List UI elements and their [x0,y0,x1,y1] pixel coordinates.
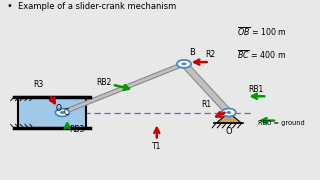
Polygon shape [216,112,242,123]
Text: R1: R1 [202,100,212,109]
Circle shape [226,111,231,114]
Text: RB0 = ground: RB0 = ground [258,120,304,126]
Circle shape [60,111,65,114]
Text: RB1: RB1 [248,85,263,94]
Text: O: O [56,104,62,113]
Circle shape [55,109,69,116]
Text: Example of a slider-crank mechanism: Example of a slider-crank mechanism [18,2,176,11]
Text: $\overline{BC}$ = 400 m: $\overline{BC}$ = 400 m [237,48,286,61]
Text: O: O [226,127,232,136]
Text: $\overline{OB}$ = 100 m: $\overline{OB}$ = 100 m [237,25,286,38]
Text: C: C [64,108,69,117]
Polygon shape [60,62,186,114]
Circle shape [177,60,191,68]
Text: R3: R3 [34,80,44,89]
Text: T1: T1 [152,142,161,151]
Text: RB2: RB2 [96,78,111,87]
Text: B: B [189,48,195,57]
Text: R2: R2 [205,50,215,59]
Circle shape [181,62,187,65]
Text: •: • [6,1,12,11]
Circle shape [222,109,236,116]
Bar [18,97,86,128]
Text: RB3: RB3 [69,125,84,134]
Polygon shape [180,63,232,114]
